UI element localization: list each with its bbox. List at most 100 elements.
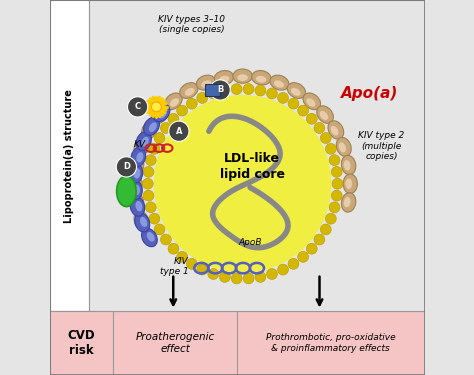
- Ellipse shape: [336, 138, 351, 156]
- Text: Proatherogenic
effect: Proatherogenic effect: [136, 332, 215, 354]
- Circle shape: [298, 251, 309, 262]
- Circle shape: [266, 268, 277, 279]
- Text: KV: KV: [134, 140, 146, 149]
- Circle shape: [231, 84, 242, 94]
- Ellipse shape: [185, 88, 194, 96]
- Text: Lipoprotein(a) structure: Lipoprotein(a) structure: [64, 89, 74, 223]
- Ellipse shape: [135, 197, 142, 207]
- Circle shape: [155, 96, 331, 272]
- Circle shape: [288, 258, 299, 269]
- Ellipse shape: [306, 98, 315, 107]
- Ellipse shape: [256, 76, 266, 82]
- Circle shape: [168, 113, 179, 124]
- Circle shape: [186, 258, 197, 269]
- Circle shape: [329, 155, 340, 166]
- Ellipse shape: [137, 152, 143, 162]
- Circle shape: [169, 121, 189, 141]
- Ellipse shape: [180, 82, 198, 98]
- Ellipse shape: [153, 104, 170, 122]
- Ellipse shape: [130, 197, 145, 216]
- Text: Apo(a): Apo(a): [341, 86, 399, 101]
- Ellipse shape: [170, 98, 179, 107]
- Circle shape: [320, 133, 331, 144]
- Circle shape: [306, 243, 317, 254]
- Ellipse shape: [219, 76, 229, 82]
- Text: A: A: [176, 127, 182, 136]
- Circle shape: [266, 88, 277, 99]
- Ellipse shape: [319, 111, 328, 120]
- Ellipse shape: [131, 147, 146, 166]
- Circle shape: [186, 98, 197, 109]
- Text: ApoB: ApoB: [238, 238, 262, 247]
- Circle shape: [306, 113, 317, 124]
- Ellipse shape: [339, 142, 346, 153]
- Ellipse shape: [317, 106, 333, 123]
- Circle shape: [143, 166, 154, 177]
- Circle shape: [142, 178, 153, 189]
- Circle shape: [197, 264, 208, 275]
- Ellipse shape: [164, 93, 182, 110]
- Circle shape: [325, 143, 336, 154]
- Ellipse shape: [142, 121, 157, 139]
- Ellipse shape: [287, 82, 306, 98]
- Text: KIV type 2
(multiple
copies): KIV type 2 (multiple copies): [358, 131, 404, 161]
- Circle shape: [128, 97, 148, 117]
- Ellipse shape: [270, 75, 289, 90]
- Ellipse shape: [135, 160, 142, 171]
- Ellipse shape: [341, 193, 356, 212]
- Circle shape: [331, 166, 342, 177]
- Circle shape: [160, 123, 171, 134]
- Text: CVD
risk: CVD risk: [68, 329, 95, 357]
- Ellipse shape: [133, 184, 140, 195]
- Ellipse shape: [141, 137, 149, 147]
- Ellipse shape: [328, 121, 344, 139]
- Circle shape: [288, 98, 299, 109]
- Ellipse shape: [274, 80, 284, 88]
- Text: C: C: [135, 102, 141, 111]
- Ellipse shape: [343, 174, 357, 194]
- Ellipse shape: [157, 111, 165, 120]
- Circle shape: [219, 272, 230, 282]
- Ellipse shape: [134, 138, 149, 156]
- Ellipse shape: [344, 160, 351, 171]
- Ellipse shape: [341, 155, 356, 175]
- Circle shape: [154, 224, 165, 235]
- Ellipse shape: [147, 232, 155, 242]
- Circle shape: [177, 105, 188, 116]
- Text: LDL-like
lipid core: LDL-like lipid core: [219, 152, 284, 182]
- Circle shape: [208, 268, 219, 279]
- Ellipse shape: [134, 168, 140, 179]
- Ellipse shape: [303, 93, 320, 110]
- Text: B: B: [217, 86, 223, 94]
- Ellipse shape: [133, 178, 140, 189]
- Ellipse shape: [252, 70, 271, 85]
- Circle shape: [146, 155, 156, 166]
- Ellipse shape: [128, 174, 142, 194]
- Bar: [49, 311, 113, 375]
- Bar: [89, 0, 425, 311]
- Ellipse shape: [152, 106, 168, 123]
- Ellipse shape: [134, 211, 149, 230]
- Circle shape: [325, 213, 336, 224]
- Text: D: D: [123, 162, 130, 171]
- Circle shape: [154, 133, 165, 144]
- Bar: [49, 0, 89, 311]
- Ellipse shape: [129, 193, 144, 212]
- Ellipse shape: [140, 217, 147, 227]
- Circle shape: [331, 190, 342, 201]
- Ellipse shape: [117, 176, 136, 207]
- Circle shape: [320, 224, 331, 235]
- Ellipse shape: [237, 74, 248, 81]
- Ellipse shape: [142, 228, 157, 247]
- Text: KIV types 3–10
(single copies): KIV types 3–10 (single copies): [158, 15, 226, 34]
- Ellipse shape: [144, 117, 160, 135]
- Circle shape: [329, 202, 340, 213]
- Circle shape: [255, 272, 266, 282]
- Ellipse shape: [201, 80, 211, 88]
- Circle shape: [149, 143, 160, 154]
- Circle shape: [197, 93, 208, 104]
- Circle shape: [278, 93, 289, 104]
- Ellipse shape: [136, 132, 151, 150]
- Circle shape: [278, 264, 289, 275]
- Ellipse shape: [129, 155, 144, 175]
